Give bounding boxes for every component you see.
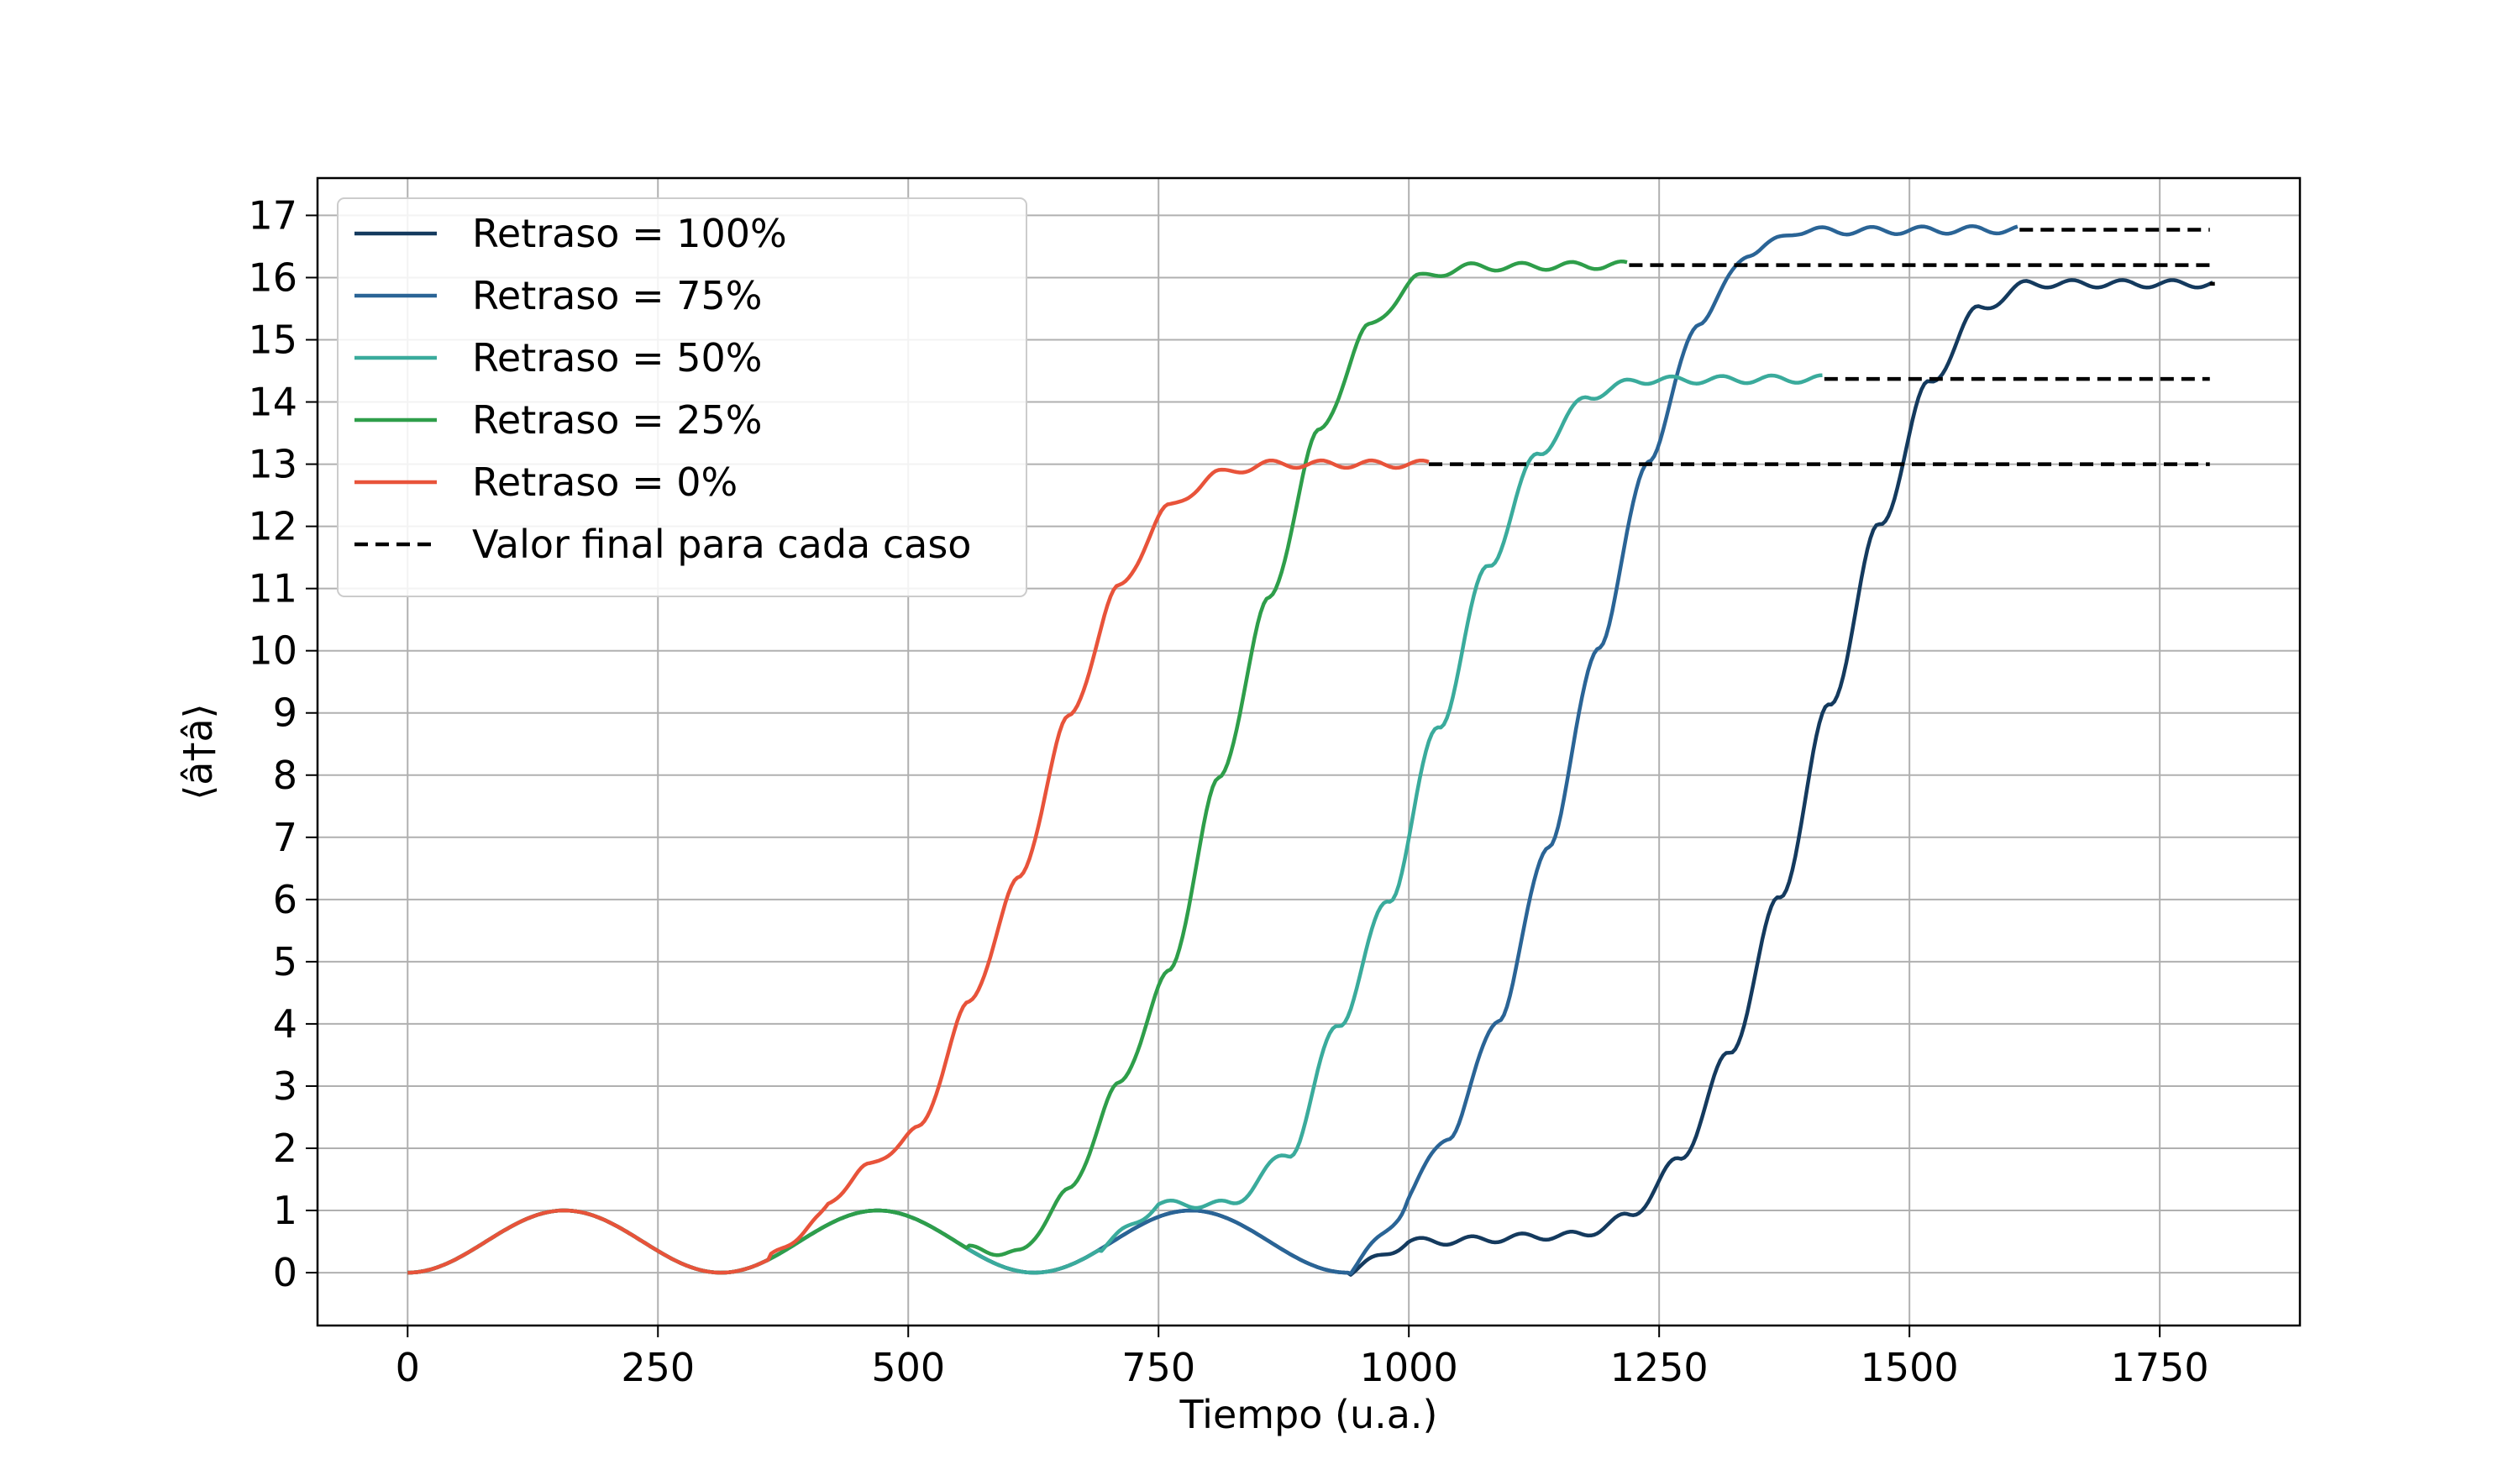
y-tick-label: 2 bbox=[273, 1126, 297, 1171]
x-tick-label: 1250 bbox=[1610, 1345, 1709, 1390]
y-tick-label: 15 bbox=[248, 317, 297, 362]
x-tick-label: 1500 bbox=[1861, 1345, 1959, 1390]
y-tick-label: 12 bbox=[248, 504, 297, 549]
x-tick-label: 500 bbox=[871, 1345, 945, 1390]
y-tick-label: 14 bbox=[248, 380, 297, 425]
grid-lines bbox=[318, 178, 2300, 1326]
x-tick-label: 750 bbox=[1121, 1345, 1195, 1390]
reference-lines bbox=[1429, 228, 2215, 466]
y-tick-label: 1 bbox=[273, 1188, 297, 1233]
y-tick-label: 7 bbox=[273, 815, 297, 860]
y-tick-label: 0 bbox=[273, 1250, 297, 1295]
x-tick-label: 0 bbox=[396, 1345, 420, 1390]
legend: Retraso = 100% Retraso = 75% Retraso = 50%… bbox=[337, 197, 1027, 597]
y-tick-label: 13 bbox=[248, 442, 297, 487]
y-tick-label: 9 bbox=[273, 690, 297, 736]
x-tick-label: 250 bbox=[621, 1345, 695, 1390]
legend-label: Retraso = 100% bbox=[472, 211, 787, 256]
legend-box bbox=[337, 197, 1027, 597]
y-tick-label: 11 bbox=[248, 566, 297, 612]
x-axis-title: Tiempo (u.a.) bbox=[1179, 1392, 1437, 1437]
plot-series bbox=[407, 223, 2214, 1277]
y-tick-label: 5 bbox=[273, 939, 297, 984]
legend-label: Retraso = 25% bbox=[472, 397, 762, 443]
series-line-4 bbox=[407, 458, 1430, 1275]
x-tick-label: 1000 bbox=[1360, 1345, 1458, 1390]
y-tick-label: 8 bbox=[273, 753, 297, 798]
y-tick-label: 4 bbox=[273, 1001, 297, 1047]
legend-label: Retraso = 50% bbox=[472, 335, 762, 381]
x-tick-label: 1750 bbox=[2111, 1345, 2209, 1390]
legend-label: Valor final para cada caso bbox=[472, 522, 971, 567]
y-axis-title: ⟨â†â⟩ bbox=[176, 703, 221, 800]
plot-frame bbox=[316, 176, 2302, 1327]
legend-label: Retraso = 0% bbox=[472, 459, 738, 505]
y-tick-label: 6 bbox=[273, 877, 297, 922]
y-tick-label: 17 bbox=[248, 192, 297, 238]
y-tick-label: 16 bbox=[248, 255, 297, 300]
x-axis: 0 250 500 750 1000 1250 1500 1750 bbox=[396, 1326, 2209, 1390]
legend-label: Retraso = 75% bbox=[472, 273, 762, 318]
y-tick-label: 3 bbox=[273, 1063, 297, 1109]
y-tick-label: 10 bbox=[248, 628, 297, 674]
